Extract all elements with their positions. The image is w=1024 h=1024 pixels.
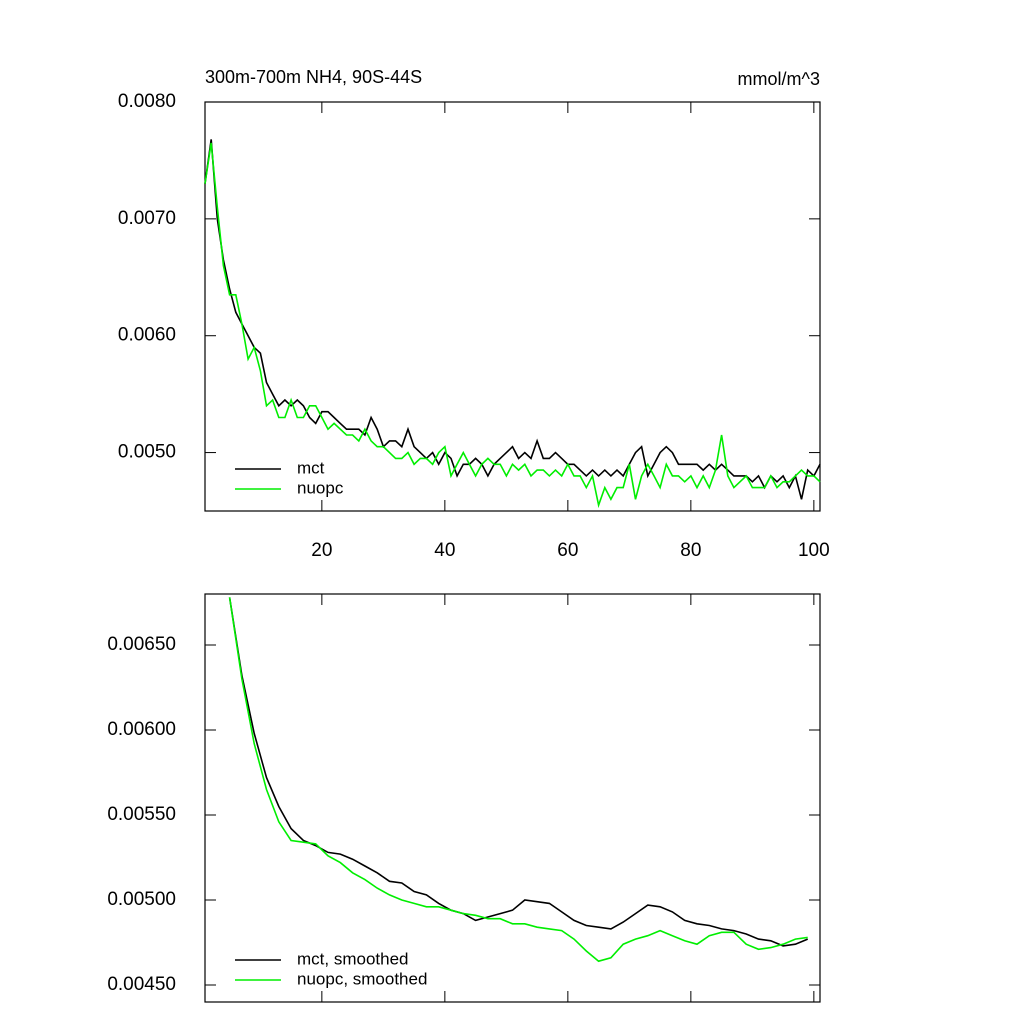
x-tick-label: 60 bbox=[557, 540, 578, 561]
x-tick-label: 100 bbox=[798, 540, 830, 561]
y-tick-label: 0.00450 bbox=[107, 974, 176, 995]
chart-title: 300m-700m NH4, 90S-44S bbox=[205, 67, 422, 87]
y-tick-label: 0.0050 bbox=[118, 442, 176, 463]
y-tick-label: 0.0060 bbox=[118, 325, 176, 346]
series-line bbox=[204, 142, 821, 509]
series-line bbox=[228, 597, 808, 963]
legend-label: nuopc bbox=[297, 478, 344, 497]
x-tick-label: 40 bbox=[434, 540, 455, 561]
plot-frame bbox=[204, 593, 821, 1003]
legend-label: mct, smoothed bbox=[297, 949, 409, 968]
series-line bbox=[228, 597, 809, 947]
y-tick-label: 0.0080 bbox=[118, 91, 176, 112]
x-tick-label: 20 bbox=[311, 540, 332, 561]
plot-frame bbox=[204, 101, 821, 512]
y-tick-label: 0.00600 bbox=[107, 719, 176, 740]
x-tick-label: 80 bbox=[680, 540, 701, 561]
y-tick-label: 0.00500 bbox=[107, 889, 176, 910]
y-tick-label: 0.00650 bbox=[107, 634, 176, 655]
y-tick-label: 0.0070 bbox=[118, 208, 176, 229]
series-line bbox=[204, 139, 821, 500]
y-tick-label: 0.00550 bbox=[107, 804, 176, 825]
legend-label: nuopc, smoothed bbox=[297, 969, 427, 988]
units-label: mmol/m^3 bbox=[738, 69, 820, 89]
legend-label: mct bbox=[297, 458, 325, 477]
